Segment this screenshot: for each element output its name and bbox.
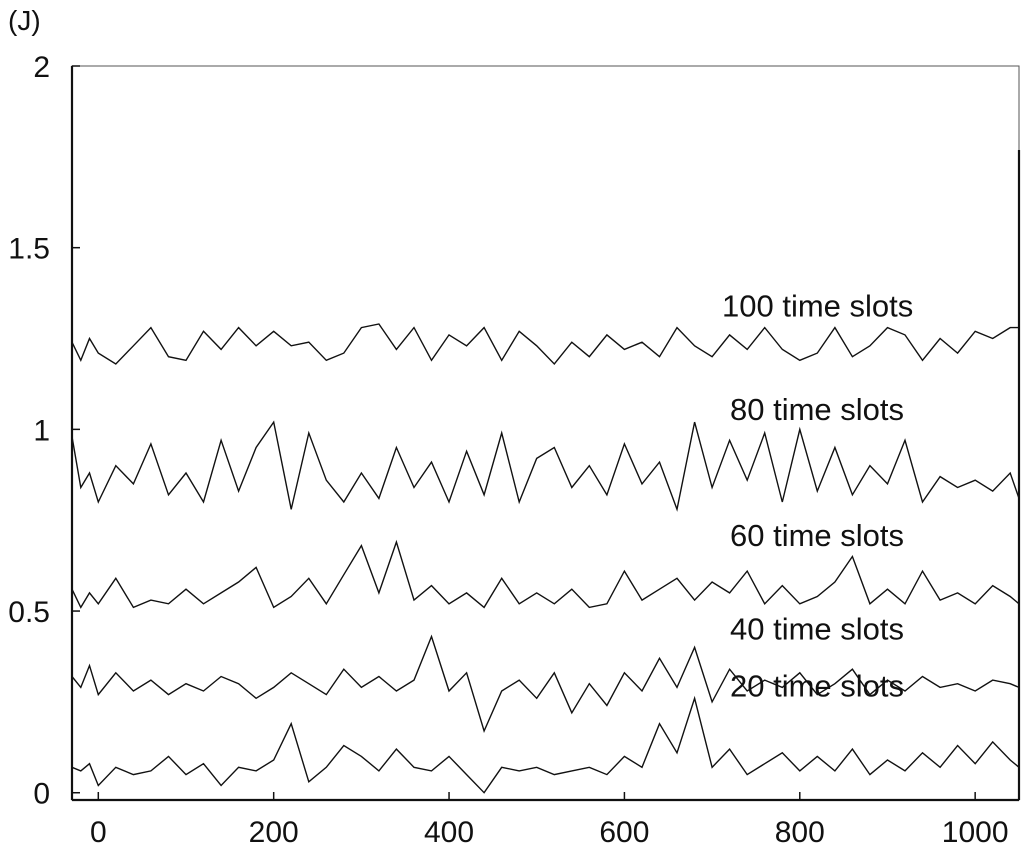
x-tick-label: 1000 — [942, 816, 1009, 849]
series-label: 20 time slots — [730, 668, 904, 703]
y-tick-label: 1.5 — [8, 233, 50, 266]
series-label: 40 time slots — [730, 611, 904, 646]
series-line — [71, 420, 1020, 512]
series-label: 100 time slots — [722, 289, 913, 324]
series-line — [71, 695, 1020, 794]
series-group — [71, 323, 1020, 794]
series-label: 80 time slots — [730, 392, 904, 427]
series-line — [71, 323, 1019, 366]
y-tick-label: 2 — [33, 51, 50, 84]
series-labels-group: 100 time slots 80 time slots 60 time slots… — [722, 289, 913, 704]
y-tick-label: 1 — [33, 414, 50, 447]
series-label: 60 time slots — [730, 518, 904, 553]
y-tick-label: 0 — [33, 778, 50, 811]
series-line — [71, 634, 1020, 734]
y-tick-label: 0.5 — [8, 596, 50, 629]
x-tick-label: 600 — [599, 816, 649, 849]
x-tick-label: 200 — [249, 816, 299, 849]
x-tick-label: 0 — [90, 816, 107, 849]
ticks-group: 0 200 400 600 800 1000 0 0.5 1 1.5 2 — [8, 51, 1008, 849]
series-line — [71, 539, 1020, 609]
x-tick-label: 800 — [775, 816, 825, 849]
x-tick-label: 400 — [424, 816, 474, 849]
y-axis-unit-label: (J) — [8, 5, 41, 36]
plot-frame — [70, 65, 1021, 802]
